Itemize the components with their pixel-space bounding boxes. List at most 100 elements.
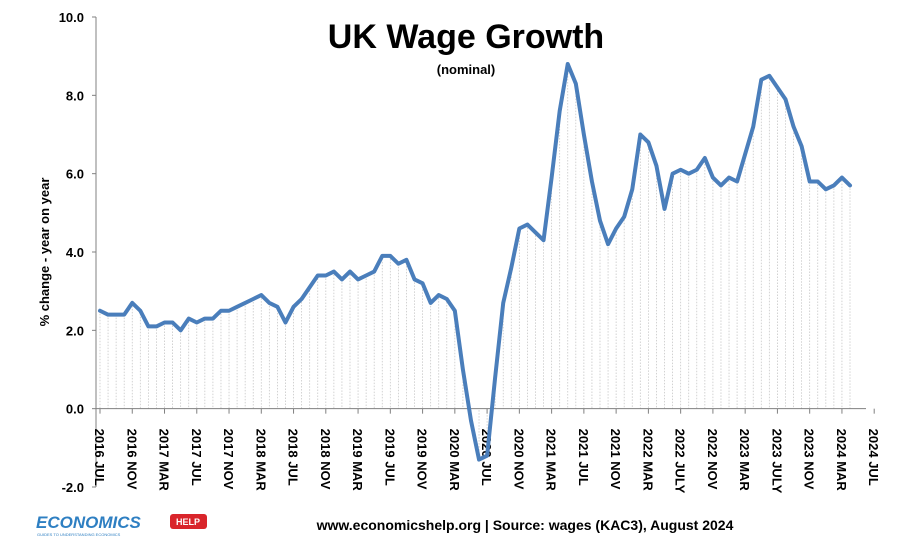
series-point xyxy=(566,62,570,66)
x-tick-label: 2016 NOV xyxy=(124,429,139,490)
x-tick-label: 2022 MAR xyxy=(640,429,655,492)
x-tick-label: 2017 NOV xyxy=(221,429,236,490)
series-point xyxy=(429,301,433,305)
series-point xyxy=(759,78,763,82)
y-tick-label: 2.0 xyxy=(66,323,84,338)
series-point xyxy=(517,226,521,231)
series-point xyxy=(606,242,610,246)
series-points xyxy=(98,62,852,462)
series-point xyxy=(848,183,852,188)
series-point xyxy=(404,258,409,262)
series-point xyxy=(340,277,344,282)
x-tick-label: 2019 MAR xyxy=(350,429,365,492)
series-point xyxy=(227,309,231,313)
x-tick-label: 2017 MAR xyxy=(157,429,172,492)
series-point xyxy=(332,269,336,274)
series-point xyxy=(187,316,191,321)
series-point xyxy=(816,179,820,184)
series-point xyxy=(437,293,441,297)
series-point xyxy=(420,281,425,285)
series-point xyxy=(267,301,271,305)
x-tick-label: 2022 NOV xyxy=(705,429,720,490)
x-tick-label: 2019 NOV xyxy=(415,429,430,490)
series-point xyxy=(743,152,747,156)
series-point xyxy=(235,305,239,309)
x-tick-label: 2023 MAR xyxy=(737,429,752,492)
series-point xyxy=(308,285,312,289)
drop-lines xyxy=(99,64,851,460)
series-point xyxy=(388,254,392,258)
series-point xyxy=(533,230,538,235)
series-point xyxy=(509,266,513,270)
series-point xyxy=(646,140,650,144)
logo-badge: HELP xyxy=(170,514,207,529)
series-point xyxy=(541,238,546,242)
series-point xyxy=(727,175,731,180)
series-point xyxy=(348,269,352,274)
source-footer: www.economicshelp.org | Source: wages (K… xyxy=(316,517,734,533)
series-point xyxy=(300,297,304,301)
series-point xyxy=(783,97,788,101)
series-point xyxy=(800,144,804,148)
series-point xyxy=(130,301,134,305)
series-point xyxy=(590,179,594,184)
series-point xyxy=(170,320,175,325)
series-point xyxy=(203,316,207,321)
series-point xyxy=(735,179,739,184)
series-point xyxy=(412,277,417,282)
series-point xyxy=(162,320,167,325)
x-tick-label: 2020 MAR xyxy=(447,429,462,492)
logo-badge-text: HELP xyxy=(176,517,200,527)
series-point xyxy=(114,313,118,317)
series-point xyxy=(622,215,626,219)
economics-help-logo: ECONOMICS HELP GUIDES TO UNDERSTANDING E… xyxy=(36,513,207,537)
x-tick-label: 2023 NOV xyxy=(802,429,817,490)
series-point xyxy=(211,316,215,321)
series-point xyxy=(711,175,715,180)
y-axis-title: % change - year on year xyxy=(37,178,52,327)
x-tick-label: 2021 MAR xyxy=(544,429,559,492)
x-tick-label: 2017 JUL xyxy=(189,429,204,486)
series-point xyxy=(243,301,247,305)
x-tick-label: 2018 JUL xyxy=(286,429,301,486)
series-point xyxy=(687,172,691,176)
series-point xyxy=(396,262,400,266)
series-point xyxy=(380,254,384,258)
logo-text: ECONOMICS xyxy=(36,513,142,532)
y-tick-label: -2.0 xyxy=(62,480,84,495)
series-point xyxy=(195,320,199,325)
series-point xyxy=(98,309,102,313)
series-point xyxy=(356,277,360,282)
x-tick-label: 2022 JULY xyxy=(673,429,688,494)
series-point xyxy=(695,168,699,172)
series-point xyxy=(808,179,812,184)
series-line xyxy=(98,62,852,462)
series-point xyxy=(106,313,110,317)
series-point xyxy=(316,273,320,278)
x-tick-label: 2024 MAR xyxy=(834,429,849,492)
series-point xyxy=(259,293,263,297)
series-point xyxy=(485,454,489,458)
series-point xyxy=(364,273,368,278)
series-point xyxy=(775,85,780,90)
x-tick-label: 2016 JUL xyxy=(92,429,107,486)
series-point xyxy=(703,156,707,160)
series-point xyxy=(662,207,667,211)
series-point xyxy=(767,74,771,78)
x-tick-label: 2021 NOV xyxy=(608,429,623,490)
series-point xyxy=(582,132,586,137)
series-point xyxy=(832,183,836,188)
series-point xyxy=(791,125,796,129)
series-point xyxy=(146,324,150,329)
series-point xyxy=(461,367,465,372)
y-tick-label: 8.0 xyxy=(66,88,84,103)
series-point xyxy=(324,273,328,278)
logo-tagline: GUIDES TO UNDERSTANDING ECONOMICS xyxy=(37,532,121,537)
series-point xyxy=(275,305,280,309)
series-point xyxy=(719,183,723,188)
series-point xyxy=(638,132,642,137)
series-point xyxy=(525,222,530,227)
x-tick-label: 2018 NOV xyxy=(318,429,333,490)
x-tick-label: 2024 JUL xyxy=(866,429,881,486)
